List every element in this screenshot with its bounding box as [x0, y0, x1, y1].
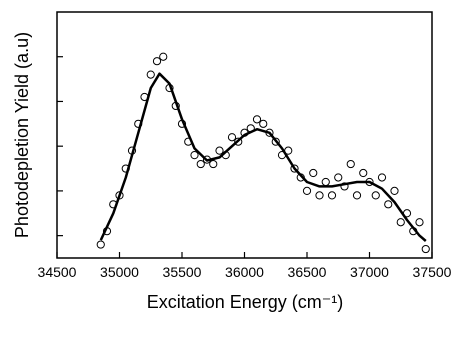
- data-point: [421, 244, 430, 254]
- data-point: [359, 168, 368, 178]
- data-point: [340, 182, 349, 191]
- data-point: [152, 57, 162, 66]
- y-axis-label: Photodepletion Yield (a.u): [12, 32, 32, 238]
- data-point: [327, 191, 337, 200]
- data-point: [384, 200, 393, 209]
- x-tick-label: 37000: [350, 264, 389, 280]
- data-point: [234, 137, 243, 146]
- data-point: [396, 218, 405, 227]
- data-point: [209, 159, 218, 169]
- data-point: [159, 52, 168, 61]
- data-point: [352, 191, 362, 200]
- data-point: [96, 240, 105, 249]
- x-tick-label: 36500: [288, 264, 327, 280]
- x-tick-label: 35000: [100, 264, 139, 280]
- data-point: [309, 168, 318, 178]
- data-point: [321, 177, 330, 187]
- data-point: [196, 159, 205, 169]
- data-point: [146, 70, 155, 79]
- x-axis-label: Excitation Energy (cm⁻¹): [147, 292, 344, 312]
- data-point: [390, 186, 399, 196]
- data-point: [415, 218, 424, 227]
- data-point: [315, 191, 324, 200]
- x-tick-label: 35500: [163, 264, 202, 280]
- data-point: [302, 186, 312, 196]
- data-point: [259, 119, 268, 128]
- x-tick-label: 36000: [225, 264, 264, 280]
- data-point: [227, 133, 237, 142]
- data-point: [377, 173, 387, 182]
- fit-line: [99, 72, 427, 242]
- data-point: [271, 137, 280, 146]
- data-point: [252, 115, 262, 124]
- data-point: [190, 151, 199, 160]
- x-tick-label: 37500: [413, 264, 452, 280]
- data-point: [346, 159, 355, 169]
- x-tick-label: 34500: [38, 264, 77, 280]
- data-point: [371, 191, 380, 200]
- data-point: [334, 173, 343, 182]
- data-point: [215, 146, 224, 155]
- data-point: [290, 164, 299, 173]
